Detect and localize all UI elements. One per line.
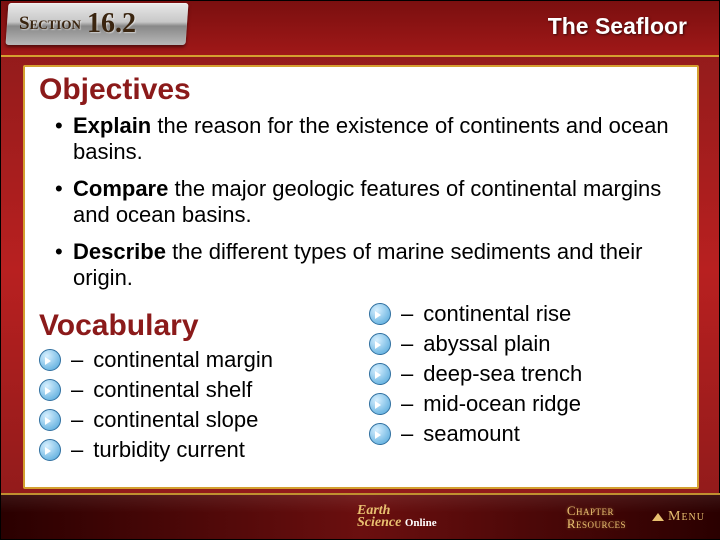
chapter-btn-l2: Resources [567, 517, 626, 530]
objective-verb: Describe [73, 239, 166, 264]
vocab-term: continental slope [93, 407, 258, 433]
dash: – [401, 301, 413, 327]
menu-label: Menu [668, 509, 705, 525]
dash: – [71, 407, 83, 433]
objectives-heading: Objectives [39, 73, 683, 107]
dash: – [401, 421, 413, 447]
chapter-resources-button[interactable]: Chapter Resources [567, 504, 626, 530]
menu-button[interactable]: Menu [652, 509, 705, 525]
speaker-icon[interactable] [39, 349, 61, 371]
vocab-item: – continental rise [369, 301, 683, 327]
vocab-right-column: – continental rise – abyssal plain – dee… [369, 301, 683, 467]
objective-verb: Compare [73, 176, 168, 201]
vocab-term: continental margin [93, 347, 273, 373]
logo-line2: Science [357, 515, 401, 530]
vocabulary-section: Vocabulary – continental margin – contin… [39, 301, 683, 467]
speaker-icon[interactable] [369, 363, 391, 385]
speaker-icon[interactable] [39, 409, 61, 431]
section-label: Section [19, 13, 81, 35]
vocabulary-heading: Vocabulary [39, 309, 353, 343]
chevron-up-icon [652, 513, 664, 521]
vocab-term: abyssal plain [423, 331, 550, 357]
vocab-item: – abyssal plain [369, 331, 683, 357]
objective-item: Describe the different types of marine s… [55, 239, 683, 292]
speaker-icon[interactable] [369, 333, 391, 355]
vocab-term: mid-ocean ridge [423, 391, 581, 417]
vocab-item: – deep-sea trench [369, 361, 683, 387]
objective-verb: Explain [73, 113, 151, 138]
earth-science-logo: Earth Science Online [357, 505, 437, 529]
logo-online: Online [405, 517, 437, 529]
speaker-icon[interactable] [369, 393, 391, 415]
vocab-term: continental shelf [93, 377, 252, 403]
content-panel: Objectives Explain the reason for the ex… [23, 65, 699, 489]
vocab-term: deep-sea trench [423, 361, 582, 387]
vocab-item: – continental margin [39, 347, 353, 373]
page-title: The Seafloor [548, 13, 687, 40]
objective-text: the reason for the existence of continen… [73, 113, 669, 164]
vocab-term: seamount [423, 421, 520, 447]
vocab-term: continental rise [423, 301, 571, 327]
vocab-item: – seamount [369, 421, 683, 447]
vocab-item: – continental slope [39, 407, 353, 433]
dash: – [401, 331, 413, 357]
slide-container: Section 16.2 The Seafloor Objectives Exp… [0, 0, 720, 540]
objective-item: Compare the major geologic features of c… [55, 176, 683, 229]
footer-logo-area[interactable]: Earth Science Online [17, 505, 541, 529]
section-number: 16.2 [87, 8, 136, 40]
vocab-left-column: Vocabulary – continental margin – contin… [39, 301, 353, 467]
objective-item: Explain the reason for the existence of … [55, 113, 683, 166]
dash: – [71, 347, 83, 373]
speaker-icon[interactable] [369, 303, 391, 325]
section-badge: Section 16.2 [6, 3, 189, 45]
vocab-item: – mid-ocean ridge [369, 391, 683, 417]
header-bar: Section 16.2 The Seafloor [1, 1, 719, 57]
objectives-list: Explain the reason for the existence of … [39, 113, 683, 291]
speaker-icon[interactable] [369, 423, 391, 445]
dash: – [71, 377, 83, 403]
vocab-term: turbidity current [93, 437, 245, 463]
dash: – [401, 391, 413, 417]
vocab-item: – turbidity current [39, 437, 353, 463]
speaker-icon[interactable] [39, 379, 61, 401]
vocab-item: – continental shelf [39, 377, 353, 403]
footer-bar: Earth Science Online Chapter Resources M… [1, 493, 720, 539]
speaker-icon[interactable] [39, 439, 61, 461]
dash: – [401, 361, 413, 387]
dash: – [71, 437, 83, 463]
